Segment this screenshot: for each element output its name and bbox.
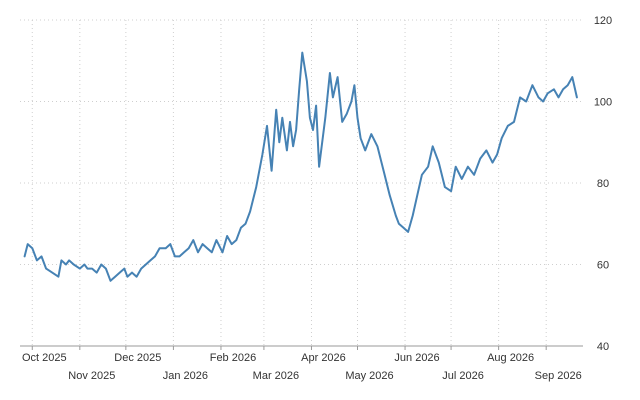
series-layer — [23, 51, 578, 282]
y-axis-labels: 40 60 80 100 120 — [594, 15, 612, 353]
x-tick-label: Apr 2026 — [301, 352, 346, 364]
x-tick-label: Sep 2026 — [535, 370, 582, 382]
y-tick-label: 80 — [597, 178, 609, 190]
x-tick-label: May 2026 — [345, 370, 393, 382]
x-tick-label: Oct 2025 — [22, 352, 67, 364]
x-tick-label: Aug 2026 — [487, 352, 534, 364]
y-tick-label: 60 — [597, 260, 609, 272]
x-tick-label: Jan 2026 — [163, 370, 208, 382]
x-tick-label: Mar 2026 — [253, 370, 299, 382]
y-tick-label: 100 — [594, 97, 612, 109]
y-tick-label: 40 — [597, 341, 609, 353]
series-line — [23, 51, 578, 282]
x-tick-label: Feb 2026 — [210, 352, 256, 364]
grid-layer — [20, 19, 583, 350]
x-tick-label: Nov 2025 — [68, 370, 115, 382]
x-tick-label: Dec 2025 — [114, 352, 161, 364]
y-tick-label: 120 — [594, 15, 612, 27]
x-tick-label: Jul 2026 — [442, 370, 484, 382]
x-tick-label: Jun 2026 — [394, 352, 439, 364]
